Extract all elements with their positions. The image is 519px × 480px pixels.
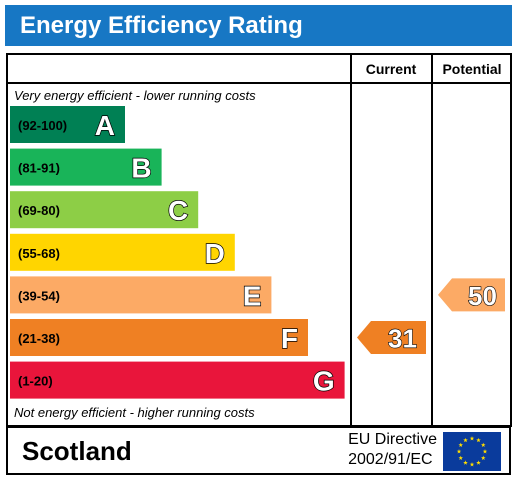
rating-markers: 31 50 bbox=[357, 278, 505, 354]
band-c: (69-80) C bbox=[10, 191, 199, 229]
potential-rating-value: 50 bbox=[468, 281, 497, 311]
flag-star bbox=[458, 455, 464, 460]
band-range-d: (55-68) bbox=[18, 246, 60, 261]
potential-header: Potential bbox=[442, 61, 501, 77]
eu-flag-icon bbox=[443, 432, 501, 471]
rating-bands: (92-100) A (81-91) B (69-80) C (55-68) D (39-54)… bbox=[10, 106, 345, 399]
flag-star bbox=[456, 449, 462, 454]
flag-star bbox=[463, 437, 468, 443]
band-range-g: (1-20) bbox=[18, 374, 53, 389]
flag-star bbox=[480, 442, 486, 447]
band-e: (39-54) E bbox=[10, 276, 272, 314]
band-letter-e: E bbox=[243, 280, 262, 311]
band-letter-a: A bbox=[95, 110, 115, 141]
band-bar-g bbox=[10, 361, 345, 399]
band-f: (21-38) F bbox=[10, 319, 308, 356]
band-bar-a bbox=[10, 106, 125, 143]
region-label: Scotland bbox=[22, 436, 132, 466]
band-a: (92-100) A bbox=[10, 106, 125, 143]
directive-label: EU Directive 2002/91/EC bbox=[348, 430, 437, 470]
band-letter-g: G bbox=[313, 366, 335, 397]
flag-star bbox=[469, 436, 475, 441]
top-note: Very energy efficient - lower running co… bbox=[14, 88, 256, 103]
title-bar: Energy Efficiency Rating bbox=[5, 5, 512, 46]
flag-star bbox=[480, 455, 486, 460]
footer: Scotland EU Directive 2002/91/EC bbox=[6, 426, 511, 475]
current-rating-value: 31 bbox=[388, 324, 417, 354]
band-b: (81-91) B bbox=[10, 148, 162, 186]
flag-star bbox=[476, 460, 481, 465]
band-range-e: (39-54) bbox=[18, 288, 60, 303]
band-range-b: (81-91) bbox=[18, 161, 60, 176]
band-bar-e bbox=[10, 276, 272, 314]
band-d: (55-68) D bbox=[10, 233, 235, 271]
chart-title: Energy Efficiency Rating bbox=[20, 12, 303, 39]
band-letter-f: F bbox=[281, 323, 298, 354]
flag-star bbox=[482, 449, 488, 454]
potential-rating: 50 bbox=[438, 278, 505, 311]
band-letter-b: B bbox=[131, 153, 151, 184]
bottom-note: Not energy efficient - higher running co… bbox=[14, 405, 255, 420]
band-letter-d: D bbox=[205, 238, 225, 269]
band-range-c: (69-80) bbox=[18, 203, 60, 218]
directive-line1: EU Directive bbox=[348, 431, 437, 448]
band-g: (1-20) G bbox=[10, 361, 345, 399]
current-rating: 31 bbox=[357, 321, 426, 354]
directive-line2: 2002/91/EC bbox=[348, 451, 433, 468]
band-bar-f bbox=[10, 319, 308, 356]
band-bar-d bbox=[10, 233, 235, 271]
flag-star bbox=[458, 442, 464, 447]
band-range-a: (92-100) bbox=[18, 118, 67, 133]
flag-star bbox=[476, 437, 481, 443]
band-bar-c bbox=[10, 191, 199, 229]
flag-star bbox=[469, 462, 475, 467]
current-header: Current bbox=[366, 61, 417, 77]
band-letter-c: C bbox=[168, 195, 188, 226]
current-rating-arrow bbox=[357, 321, 426, 354]
band-bar-b bbox=[10, 148, 162, 186]
potential-rating-arrow bbox=[438, 278, 505, 312]
flag-star bbox=[463, 460, 468, 465]
band-range-f: (21-38) bbox=[18, 331, 60, 346]
